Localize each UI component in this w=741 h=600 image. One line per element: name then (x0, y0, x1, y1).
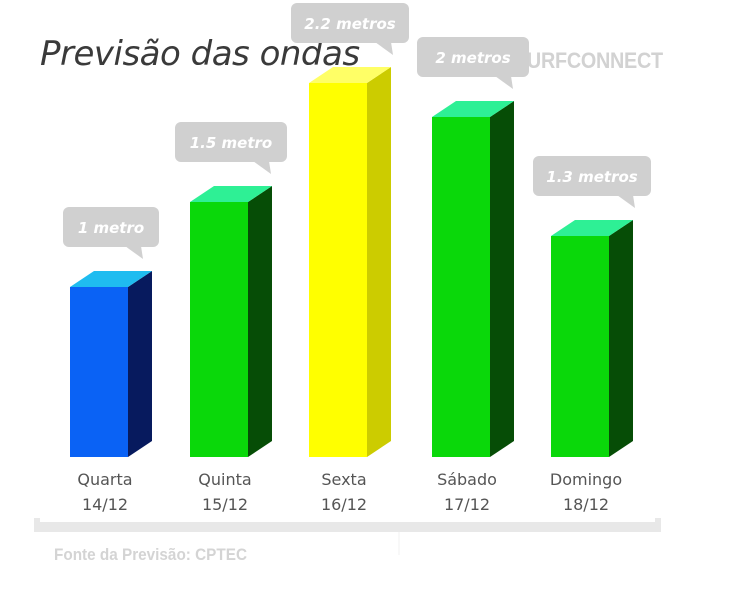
callout-box (175, 122, 287, 162)
data-label-2: 1.5 metro (175, 122, 287, 174)
callout-box (417, 37, 529, 77)
callout-tail (495, 76, 513, 89)
category-day-label: Sábado (437, 470, 497, 489)
bar-1 (70, 271, 152, 457)
category-date-label: 18/12 (563, 495, 609, 514)
bar-front (190, 202, 248, 457)
bar-front (432, 117, 490, 457)
callout-tail (375, 42, 393, 55)
data-label-4: 2 metros (417, 37, 529, 89)
bar-5 (551, 220, 633, 457)
category-day-label: Quarta (77, 470, 132, 489)
data-label-1: 1 metro (63, 207, 159, 259)
callout-tail (617, 195, 635, 208)
data-label-3: 2.2 metros (291, 3, 409, 55)
category-date-label: 14/12 (82, 495, 128, 514)
bar-front (309, 83, 367, 457)
bar-top (70, 271, 152, 287)
bar-side (248, 186, 272, 457)
bar-top (190, 186, 272, 202)
bar-front (70, 287, 128, 457)
bar-top (432, 101, 514, 117)
bar-front (551, 236, 609, 457)
callout-box (291, 3, 409, 43)
axis-bracket (34, 518, 661, 555)
category-day-label: Quinta (198, 470, 251, 489)
callouts-layer: 1 metro 1.5 metro 2.2 metros 2 metros 1.3 me… (63, 3, 651, 259)
category-date-label: 17/12 (444, 495, 490, 514)
bars-layer (70, 67, 633, 457)
bar-2 (190, 186, 272, 457)
data-label-5: 1.3 metros (533, 156, 651, 208)
callout-text: 1 metro (78, 219, 144, 237)
source-note: Fonte da Previsão: CPTEC (54, 545, 247, 564)
callout-text: 2.2 metros (304, 15, 395, 33)
bar-side (609, 220, 633, 457)
bar-4 (432, 101, 514, 457)
callout-tail (253, 161, 271, 174)
bar-side (367, 67, 391, 457)
callout-box (533, 156, 651, 196)
category-date-label: 16/12 (321, 495, 367, 514)
categories-layer: Quarta 14/12 Quinta 15/12 Sexta 16/12 Sábado 17… (77, 470, 622, 514)
callout-text: 1.3 metros (546, 168, 637, 186)
callout-text: 2 metros (435, 49, 510, 67)
bar-3 (309, 67, 391, 457)
callout-tail (125, 246, 143, 259)
callout-box (63, 207, 159, 247)
brand-logo: SURFCONNECT (514, 48, 663, 73)
category-date-label: 15/12 (202, 495, 248, 514)
bar-top (309, 67, 391, 83)
category-day-label: Domingo (550, 470, 622, 489)
bar-side (490, 101, 514, 457)
bar-side (128, 271, 152, 457)
category-day-label: Sexta (321, 470, 366, 489)
callout-text: 1.5 metro (190, 134, 272, 152)
bar-top (551, 220, 633, 236)
